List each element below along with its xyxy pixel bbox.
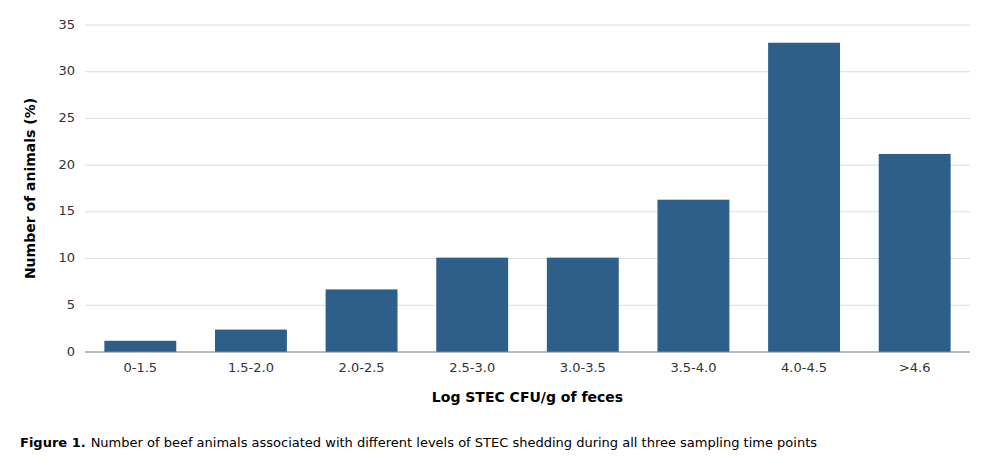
x-tick-label: 3.5-4.0	[670, 360, 716, 375]
caption: Figure 1. Number of beef animals associat…	[20, 435, 817, 450]
x-tick-label: 3.0-3.5	[560, 360, 606, 375]
bar	[326, 289, 398, 352]
y-tick-labels: 0 5 10 15 20 25 30 35	[58, 17, 75, 359]
x-tick-label: 2.5-3.0	[449, 360, 495, 375]
grid-line	[85, 25, 970, 26]
y-tick-label: 30	[58, 63, 75, 78]
grid-line	[85, 352, 970, 353]
bar	[215, 330, 287, 352]
bar	[657, 200, 729, 352]
x-tick-label: 4.0-4.5	[781, 360, 827, 375]
bar	[547, 258, 619, 352]
bar	[879, 154, 951, 352]
x-tick-label: 0-1.5	[123, 360, 157, 375]
y-tick-label: 25	[58, 110, 75, 125]
x-axis-line	[85, 352, 970, 353]
bar	[104, 341, 176, 352]
x-tick-label: 1.5-2.0	[228, 360, 274, 375]
y-tick-label: 35	[58, 17, 75, 32]
y-tick-label: 10	[58, 250, 75, 265]
caption-part: Figure 1.	[20, 435, 86, 450]
x-axis-label: Log STEC CFU/g of feces	[432, 389, 623, 405]
caption-part: Number of beef animals associated with d…	[91, 435, 818, 450]
x-tick-label: 2.0-2.5	[339, 360, 385, 375]
bar	[436, 258, 508, 352]
x-tick-label: >4.6	[899, 360, 931, 375]
y-tick-label: 5	[67, 297, 75, 312]
chart-container: 0 5 10 15 20 25 30 35 0-1.5 1.5-2.0 2.0-2.5 2.5-3.0…	[0, 0, 1000, 467]
y-tick-label: 0	[67, 344, 75, 359]
x-tick-labels: 0-1.5 1.5-2.0 2.0-2.5 2.5-3.0 3.0-3.5 3.5-4.0…	[123, 360, 930, 375]
y-axis-label: Number of animals (%)	[22, 98, 38, 279]
y-tick-label: 20	[58, 157, 75, 172]
bar	[768, 43, 840, 352]
page: {"chart_data": {"type": "bar", "categori…	[0, 0, 1000, 467]
bars	[104, 43, 950, 352]
y-tick-label: 15	[58, 203, 75, 218]
y-grid	[85, 25, 970, 352]
chart-svg: 0 5 10 15 20 25 30 35 0-1.5 1.5-2.0 2.0-2.5 2.5-3.0…	[0, 0, 1000, 467]
